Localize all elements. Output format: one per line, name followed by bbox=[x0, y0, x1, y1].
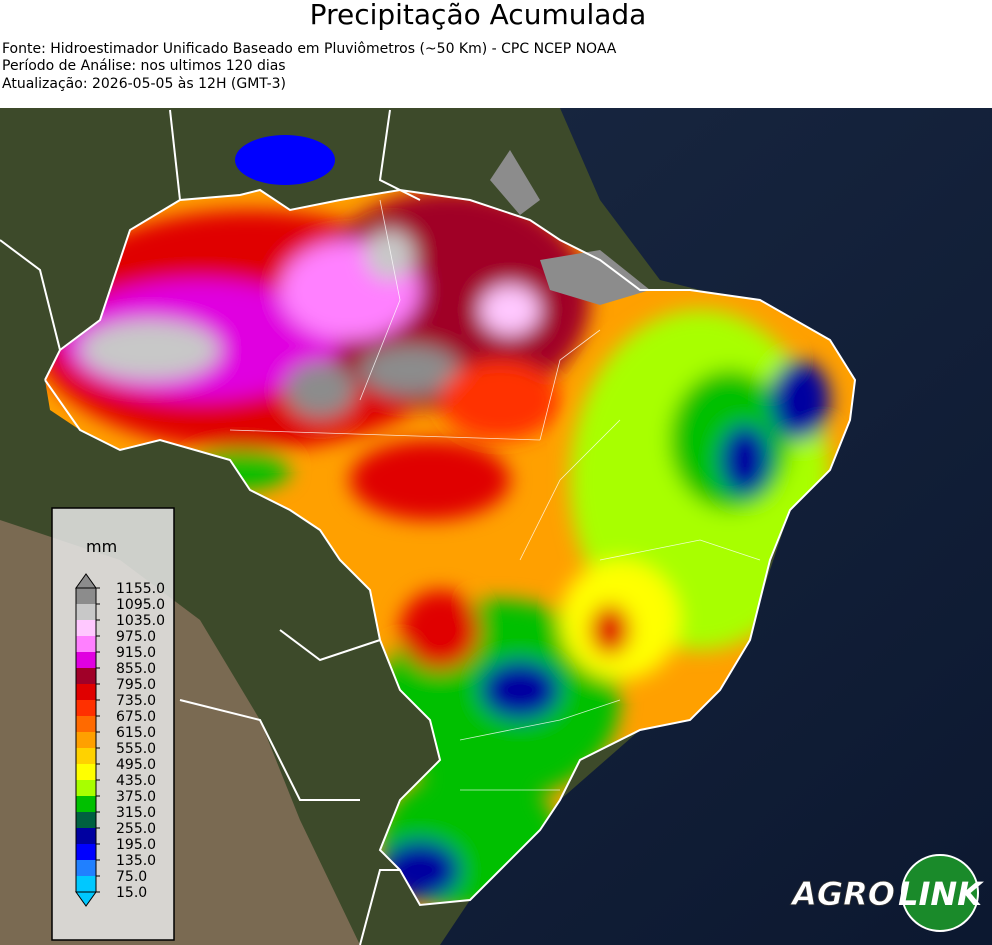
color-band bbox=[76, 812, 96, 828]
legend: mm 1155.01095.01035.0975.0915.0855.0795.… bbox=[51, 507, 175, 941]
color-band bbox=[76, 636, 96, 652]
color-band bbox=[76, 604, 96, 620]
color-band bbox=[76, 652, 96, 668]
color-band bbox=[76, 844, 96, 860]
subtitle: Fonte: Hidroestimador Unificado Baseado … bbox=[2, 41, 617, 57]
color-band bbox=[76, 732, 96, 748]
tick-label: 855.0 bbox=[116, 661, 156, 677]
subtitle: Atualização: 2026-05-05 às 12H (GMT-3) bbox=[2, 76, 286, 92]
tick-label: 135.0 bbox=[116, 853, 156, 869]
logo: AGRO LINK bbox=[789, 854, 984, 932]
tick-label: 555.0 bbox=[116, 741, 156, 757]
color-band bbox=[76, 684, 96, 700]
tick-label: 975.0 bbox=[116, 629, 156, 645]
color-band bbox=[76, 716, 96, 732]
color-band bbox=[76, 748, 96, 764]
logo-text: LINK bbox=[898, 875, 984, 913]
tick-label: 435.0 bbox=[116, 773, 156, 789]
tick-label: 615.0 bbox=[116, 725, 156, 741]
color-band bbox=[76, 876, 96, 892]
color-band bbox=[76, 588, 96, 604]
tick-label: 675.0 bbox=[116, 709, 156, 725]
tick-label: 495.0 bbox=[116, 757, 156, 773]
legend-unit: mm bbox=[86, 537, 117, 556]
color-band bbox=[76, 796, 96, 812]
tick-label: 1095.0 bbox=[116, 597, 165, 613]
tick-label: 1035.0 bbox=[116, 613, 165, 629]
tick-label: 795.0 bbox=[116, 677, 156, 693]
title: Precipitação Acumulada bbox=[310, 0, 647, 31]
logo-text: AGRO bbox=[789, 875, 895, 913]
tick-label: 195.0 bbox=[116, 837, 156, 853]
color-band bbox=[76, 860, 96, 876]
tick-label: 315.0 bbox=[116, 805, 156, 821]
subtitle: Período de Análise: nos ultimos 120 dias bbox=[2, 58, 286, 74]
color-band bbox=[76, 780, 96, 796]
tick-label: 375.0 bbox=[116, 789, 156, 805]
color-band bbox=[76, 764, 96, 780]
tick-label: 1155.0 bbox=[116, 581, 165, 597]
color-band bbox=[76, 828, 96, 844]
tick-label: 915.0 bbox=[116, 645, 156, 661]
color-band bbox=[76, 700, 96, 716]
tick-label: 255.0 bbox=[116, 821, 156, 837]
color-band bbox=[76, 668, 96, 684]
tick-label: 15.0 bbox=[116, 885, 147, 901]
color-band bbox=[76, 620, 96, 636]
colorbar-frame bbox=[75, 587, 97, 893]
tick-label: 75.0 bbox=[116, 869, 147, 885]
tick-label: 735.0 bbox=[116, 693, 156, 709]
